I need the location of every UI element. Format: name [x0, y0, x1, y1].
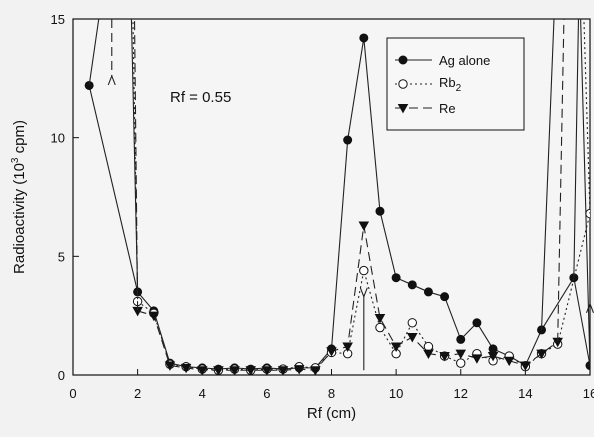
- data-point: [164, 361, 176, 371]
- legend-marker: [398, 55, 408, 65]
- series-2: [132, 221, 563, 375]
- data-point: [293, 365, 305, 375]
- x-tick-label: 10: [389, 386, 403, 401]
- legend-label-rb2-subscript: 2: [456, 83, 462, 94]
- data-point: [407, 318, 417, 328]
- data-point: [407, 280, 417, 290]
- arrow-head: [359, 287, 368, 299]
- y-tick-label: 10: [51, 131, 65, 146]
- data-point: [503, 356, 515, 367]
- data-point: [488, 344, 498, 354]
- data-point: [520, 361, 531, 371]
- arrow-head: [107, 74, 116, 86]
- annotation-arrows: [107, 19, 594, 371]
- data-point: [261, 366, 273, 375]
- data-point: [196, 366, 208, 375]
- y-tick-label: 5: [58, 249, 65, 264]
- data-point: [245, 366, 257, 375]
- y-tick-label: 0: [58, 368, 65, 383]
- data-point: [375, 322, 385, 333]
- data-point: [391, 273, 401, 283]
- rf-annotation: Rf = 0.55: [170, 89, 231, 106]
- data-point: [423, 287, 433, 297]
- data-point: [456, 358, 466, 368]
- data-point: [585, 361, 590, 371]
- arrow-head: [585, 302, 594, 313]
- y-axis-title-main: Radioactivity (10: [11, 163, 28, 274]
- data-point: [423, 349, 434, 360]
- data-point: [536, 349, 547, 360]
- off-scale-line: [88, 19, 100, 86]
- data-point: [359, 33, 369, 43]
- legend-label: Re: [439, 101, 456, 116]
- data-point: [374, 314, 386, 324]
- data-point: [390, 342, 402, 352]
- y-axis: 0 5 10 15: [51, 12, 79, 383]
- data-point: [229, 366, 240, 375]
- data-point: [487, 352, 499, 362]
- off-scale-line: [573, 19, 580, 278]
- series-line: [137, 213, 590, 371]
- legend-box: [386, 37, 525, 131]
- y-axis-title: Radioactivity (103 cpm): [10, 120, 28, 274]
- data-point: [359, 265, 369, 276]
- x-tick-label: 14: [518, 386, 532, 401]
- data-point: [423, 341, 434, 352]
- data-point: [406, 333, 418, 343]
- off-scale-line: [580, 19, 590, 366]
- data-point: [213, 366, 224, 375]
- off-scale-line: [540, 19, 555, 330]
- x-axis-title: Rf (cm): [307, 405, 356, 422]
- legend-marker: [397, 104, 409, 114]
- x-tick-label: 6: [263, 386, 270, 401]
- legend-label: Ag alone: [439, 53, 490, 68]
- legend: Ag alone Re Rb2: [386, 37, 525, 131]
- off-scale-lines: [88, 19, 590, 366]
- y-axis-title-superscript: 3: [10, 157, 21, 163]
- data-point: [310, 366, 321, 375]
- data-point: [343, 135, 353, 145]
- data-point: [326, 347, 337, 357]
- data-point: [456, 334, 466, 344]
- legend-label-rb2-main: Rb: [439, 75, 456, 90]
- data-point: [439, 352, 450, 362]
- y-tick-label: 15: [51, 12, 65, 27]
- x-tick-label: 0: [69, 386, 76, 401]
- legend-marker: [398, 79, 408, 89]
- data-point: [342, 342, 353, 352]
- data-point: [455, 349, 467, 360]
- x-tick-label: 16: [583, 386, 594, 401]
- x-tick-label: 12: [454, 386, 468, 401]
- x-tick-label: 4: [199, 386, 206, 401]
- data-point: [440, 292, 450, 302]
- data-point: [472, 318, 482, 328]
- data-point: [148, 311, 160, 322]
- x-tick-label: 2: [134, 386, 141, 401]
- data-point: [180, 363, 192, 374]
- data-point: [277, 366, 289, 375]
- legend-label-rb2: Rb2: [439, 75, 462, 94]
- off-scale-line: [130, 19, 139, 292]
- data-point: [358, 221, 370, 231]
- off-scale-line: [133, 19, 139, 311]
- x-tick-label: 8: [328, 386, 335, 401]
- y-axis-title-unit: cpm): [11, 120, 28, 158]
- data-point: [471, 354, 483, 364]
- data-point: [375, 206, 385, 216]
- series-layer: [84, 19, 590, 375]
